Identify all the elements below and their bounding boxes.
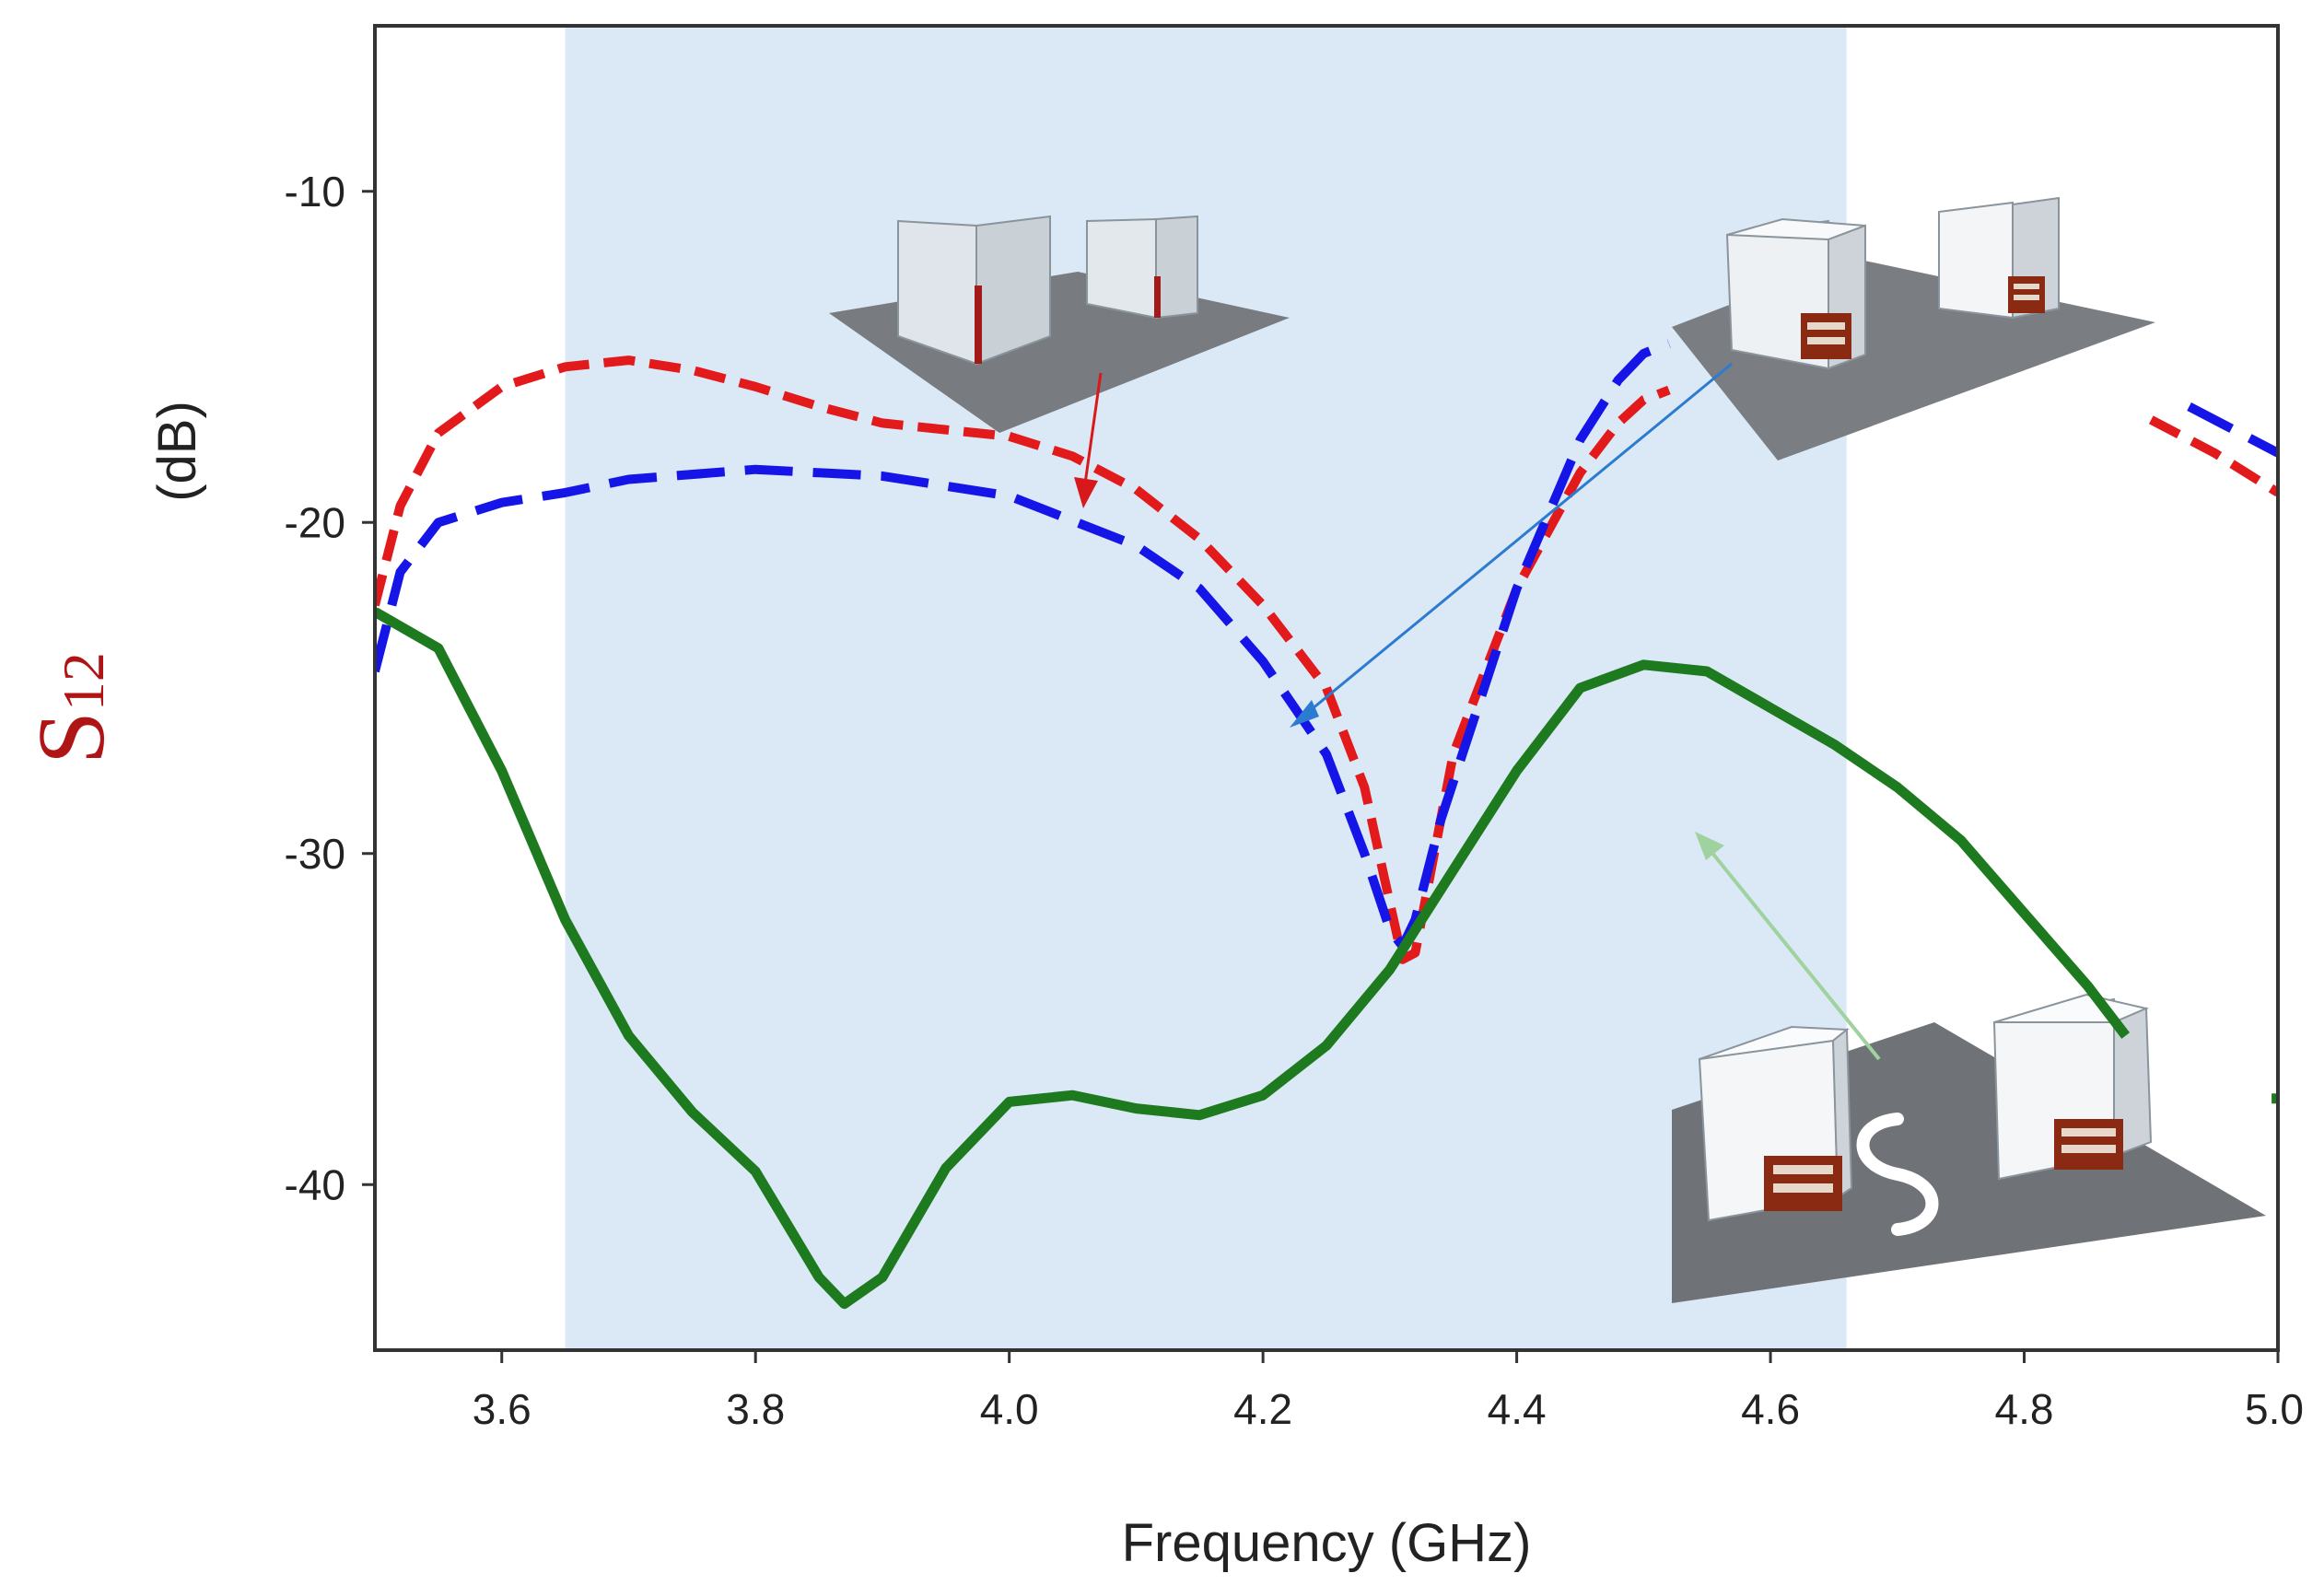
x-tick-label: 4.8 <box>1995 1385 2054 1433</box>
green-arrow <box>1710 850 1881 1061</box>
y-tick-label: -30 <box>285 830 345 878</box>
x-tick-label: 3.8 <box>726 1385 785 1433</box>
y-axis-symbol-main: S <box>18 711 124 764</box>
y-axis-label: S12 (dB) <box>18 401 207 764</box>
inset-model-top-left <box>829 215 1290 433</box>
x-tick-label: 4.2 <box>1233 1385 1292 1433</box>
plot-frame <box>373 24 2280 1352</box>
x-tick-label: 4.0 <box>980 1385 1039 1433</box>
series-2-line-segment-1 <box>375 339 1671 951</box>
highlight-band <box>565 26 1847 1350</box>
series-1-line-segment-2 <box>2148 415 2278 497</box>
annotation-arrows <box>1074 362 1881 1061</box>
y-axis-symbol-subscript: 12 <box>51 652 116 711</box>
y-axis-unit: (dB) <box>147 401 207 502</box>
y-tick-label: -40 <box>285 1160 345 1208</box>
x-axis-label: Frequency (GHz) <box>1122 1513 1532 1573</box>
inset-model-top-right <box>1672 196 2155 460</box>
y-tick-label: -20 <box>285 498 345 546</box>
blue-arrow <box>1305 362 1733 716</box>
series-3-line-segment-1 <box>375 607 2131 1310</box>
y-tick-label: -10 <box>285 168 345 216</box>
series-2-line-segment-2 <box>2187 402 2278 458</box>
inset-model-bottom-right <box>1672 993 2266 1303</box>
x-tick-label: 4.4 <box>1488 1385 1547 1433</box>
x-tick-label: 3.6 <box>473 1385 531 1433</box>
x-tick-label: 5.0 <box>2245 1385 2304 1433</box>
x-tick-label: 4.6 <box>1741 1385 1800 1433</box>
y-axis-symbol: S12 <box>18 652 124 764</box>
red-arrow <box>1083 372 1103 484</box>
